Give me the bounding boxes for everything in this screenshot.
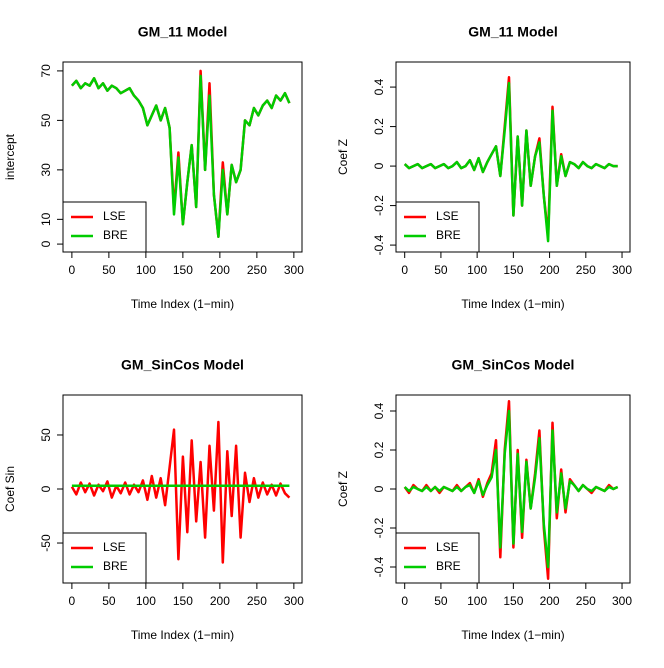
y-tick-label: 0 <box>39 485 53 492</box>
y-tick-label: 0 <box>39 240 53 247</box>
x-tick-label: 100 <box>136 594 156 608</box>
legend-label: BRE <box>103 559 128 573</box>
x-tick-label: 300 <box>612 594 632 608</box>
plot-box <box>62 61 303 253</box>
x-axis-label: Time Index (1−min) <box>461 297 564 311</box>
series-line <box>403 81 618 243</box>
y-tick-label: 0.4 <box>372 402 386 419</box>
y-tick-label: 30 <box>39 163 53 177</box>
y-tick-label: 0.4 <box>372 78 386 95</box>
y-axis-label: Coef Z <box>336 471 350 507</box>
x-tick-label: 150 <box>173 263 193 277</box>
legend-label: LSE <box>103 209 126 223</box>
y-tick-label: 0 <box>372 485 386 492</box>
x-tick-label: 150 <box>503 263 523 277</box>
chart-title: GM_11 Model <box>468 24 557 40</box>
x-tick-label: 100 <box>467 263 487 277</box>
x-tick-label: 200 <box>540 263 560 277</box>
legend-box <box>395 201 480 253</box>
legend-label: LSE <box>436 209 459 223</box>
y-tick-label: -0.2 <box>372 517 386 538</box>
legend-label: LSE <box>436 540 459 554</box>
y-tick-label: 0 <box>372 162 386 169</box>
plot-box <box>62 394 303 584</box>
x-tick-label: 0 <box>401 594 408 608</box>
series-line <box>70 420 291 564</box>
legend-box <box>62 201 147 253</box>
y-tick-label: 50 <box>39 428 53 442</box>
x-tick-label: 300 <box>284 594 304 608</box>
chart-title: GM_SinCos Model <box>452 357 575 373</box>
x-tick-label: 300 <box>612 263 632 277</box>
x-tick-label: 200 <box>210 594 230 608</box>
y-tick-label: 70 <box>39 64 53 78</box>
y-tick-label: 50 <box>39 113 53 127</box>
y-tick-label: -50 <box>39 534 53 552</box>
plot-box <box>395 394 631 584</box>
chart-title: GM_SinCos Model <box>121 357 244 373</box>
x-tick-label: 150 <box>173 594 193 608</box>
y-tick-label: 0.2 <box>372 118 386 135</box>
x-tick-label: 200 <box>540 594 560 608</box>
plot-box <box>395 61 631 253</box>
x-tick-label: 250 <box>576 263 596 277</box>
x-tick-label: 150 <box>503 594 523 608</box>
x-tick-label: 250 <box>576 594 596 608</box>
y-tick-label: -0.2 <box>372 195 386 216</box>
x-tick-label: 50 <box>102 594 116 608</box>
x-tick-label: 250 <box>247 263 267 277</box>
x-tick-label: 0 <box>401 263 408 277</box>
x-tick-label: 50 <box>434 263 448 277</box>
y-axis-label: Coef Sin <box>3 466 17 512</box>
legend-label: BRE <box>103 228 128 242</box>
y-tick-label: -0.4 <box>372 234 386 255</box>
x-tick-label: 200 <box>210 263 230 277</box>
legend-box <box>62 532 147 584</box>
legend-box <box>395 532 480 584</box>
x-tick-label: 0 <box>69 594 76 608</box>
x-tick-label: 250 <box>247 594 267 608</box>
x-tick-label: 100 <box>467 594 487 608</box>
series-line <box>403 409 619 569</box>
x-tick-label: 300 <box>284 263 304 277</box>
legend-label: BRE <box>436 228 461 242</box>
y-axis-label: Coef Z <box>336 139 350 175</box>
chart-title: GM_11 Model <box>138 24 227 40</box>
legend-label: LSE <box>103 540 126 554</box>
y-axis-label: intercept <box>3 133 17 180</box>
series-line <box>70 74 291 238</box>
y-tick-label: -0.4 <box>372 556 386 577</box>
x-tick-label: 50 <box>102 263 116 277</box>
x-tick-label: 50 <box>434 594 448 608</box>
x-axis-label: Time Index (1−min) <box>461 628 564 642</box>
x-axis-label: Time Index (1−min) <box>131 297 234 311</box>
x-tick-label: 100 <box>136 263 156 277</box>
y-tick-label: 10 <box>39 212 53 226</box>
y-tick-label: 0.2 <box>372 441 386 458</box>
legend-label: BRE <box>436 559 461 573</box>
x-axis-label: Time Index (1−min) <box>131 628 234 642</box>
x-tick-label: 0 <box>69 263 76 277</box>
